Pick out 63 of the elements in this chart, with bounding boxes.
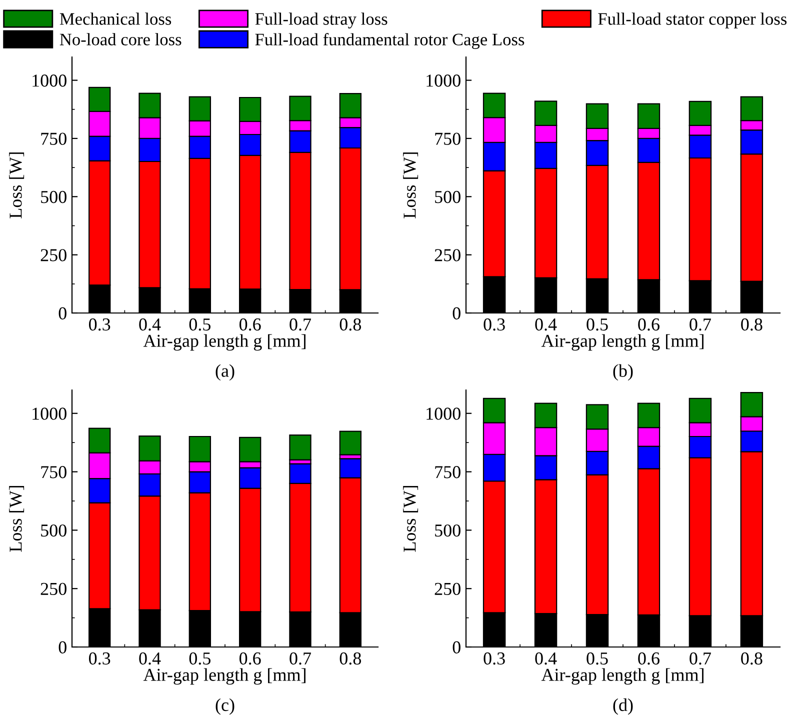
y-tick-label: 500 bbox=[41, 524, 66, 537]
y-tick-label: 250 bbox=[40, 582, 66, 596]
text: (d) bbox=[613, 698, 633, 715]
y-tick-label: 0 bbox=[58, 641, 66, 654]
legend-label: Full-load stator copper loss bbox=[598, 12, 787, 28]
x-tick-label: 0.5 bbox=[586, 652, 608, 665]
y-tick-label: 750 bbox=[435, 466, 460, 478]
y-tick-label: 0 bbox=[58, 307, 66, 320]
x-tick-label: 0.4 bbox=[139, 318, 161, 331]
x-tick-label: 0.6 bbox=[638, 318, 660, 331]
y-tick-label: 1000 bbox=[426, 408, 460, 420]
x-tick-label: 0.7 bbox=[290, 318, 312, 331]
bar bbox=[289, 434, 312, 460]
text: (c) bbox=[216, 698, 234, 715]
legend-label: Mechanical loss bbox=[60, 12, 172, 25]
x-tick-label: 0.8 bbox=[741, 318, 762, 331]
y-axis-title: Loss [W] bbox=[9, 486, 24, 552]
x-axis-title: Air-gap length g [mm] bbox=[541, 668, 704, 685]
x-tick-label: 0.7 bbox=[290, 652, 312, 665]
x-tick-label: 0.8 bbox=[340, 652, 362, 665]
y-tick-label: 1000 bbox=[32, 408, 66, 420]
x-tick-label: 0.7 bbox=[690, 318, 711, 331]
y-tick-label: 750 bbox=[435, 132, 460, 145]
y-tick-label: 250 bbox=[434, 582, 460, 596]
x-tick-label: 0.5 bbox=[189, 318, 210, 331]
y-tick-label: 1000 bbox=[32, 74, 66, 87]
text: (b) bbox=[613, 364, 633, 381]
y-tick-label: 750 bbox=[41, 466, 66, 478]
x-tick-label: 0.4 bbox=[139, 652, 161, 665]
x-axis-title: Air-gap length g [mm] bbox=[143, 668, 306, 685]
x-tick-label: 0.8 bbox=[340, 318, 362, 331]
y-axis-title: Loss [W] bbox=[403, 152, 418, 218]
y-tick-label: 250 bbox=[434, 249, 460, 262]
x-tick-label: 0.6 bbox=[638, 652, 660, 665]
x-axis-title: Air-gap length g [mm] bbox=[541, 334, 704, 351]
x-tick-label: 0.5 bbox=[189, 652, 210, 665]
text: (a) bbox=[216, 364, 234, 381]
y-tick-label: 0 bbox=[452, 307, 460, 320]
x-tick-label: 0.5 bbox=[586, 318, 608, 331]
legend-label: Full-load fundamental rotor Cage Loss bbox=[255, 33, 524, 49]
x-tick-label: 0.8 bbox=[741, 652, 762, 665]
x-tick-label: 0.3 bbox=[88, 652, 110, 665]
x-tick-label: 0.4 bbox=[535, 652, 557, 665]
x-tick-label: 0.3 bbox=[88, 318, 110, 331]
y-tick-label: 750 bbox=[41, 132, 66, 145]
x-tick-label: 0.7 bbox=[690, 652, 711, 665]
y-tick-label: 500 bbox=[435, 190, 460, 204]
x-axis-title: Air-gap length g [mm] bbox=[143, 334, 306, 351]
x-tick-label: 0.6 bbox=[239, 652, 261, 665]
y-tick-label: 0 bbox=[452, 641, 460, 654]
y-tick-label: 250 bbox=[40, 249, 66, 262]
y-axis-title: Loss [W] bbox=[403, 486, 418, 552]
y-tick-label: 1000 bbox=[426, 74, 460, 87]
x-tick-label: 0.3 bbox=[484, 652, 505, 665]
legend-label: No-load core loss bbox=[60, 33, 182, 46]
y-tick-label: 500 bbox=[435, 524, 460, 537]
x-tick-label: 0.4 bbox=[535, 318, 557, 331]
bar bbox=[339, 430, 362, 456]
y-tick-label: 500 bbox=[41, 190, 66, 204]
legend-label: Full-load stray loss bbox=[255, 12, 388, 28]
x-tick-label: 0.3 bbox=[484, 318, 505, 331]
x-tick-label: 0.6 bbox=[239, 318, 261, 331]
y-axis-title: Loss [W] bbox=[9, 152, 24, 218]
